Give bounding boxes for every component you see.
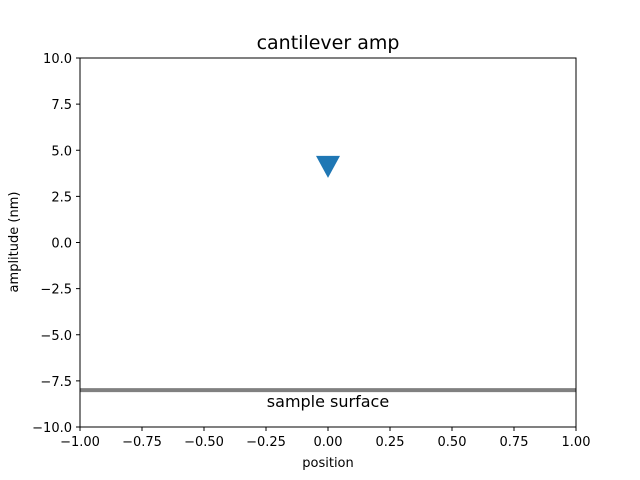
x-tick-label-0: −1.00 <box>60 435 100 450</box>
x-tick-label-1: −0.75 <box>122 435 162 450</box>
y-tick-label-4: 0.0 <box>51 237 72 252</box>
x-tick-label-2: −0.50 <box>184 435 224 450</box>
x-tick-label-6: 0.50 <box>438 435 467 450</box>
y-tick-label-3: −2.5 <box>40 283 72 298</box>
chart-title: cantilever amp <box>257 32 400 54</box>
y-tick-label-2: −5.0 <box>40 329 72 344</box>
y-axis-label: amplitude (nm) <box>7 192 22 293</box>
x-tick-label-4: 0.00 <box>314 435 343 450</box>
data-point-0-0 <box>316 155 340 178</box>
x-axis-label: position <box>302 456 354 471</box>
y-tick-label-1: −7.5 <box>40 375 72 390</box>
y-tick-label-0: −10.0 <box>32 421 72 436</box>
x-tick-label-7: 0.75 <box>500 435 529 450</box>
x-tick-label-5: 0.25 <box>376 435 405 450</box>
y-tick-label-6: 5.0 <box>51 144 72 159</box>
y-tick-label-8: 10.0 <box>43 52 72 67</box>
x-tick-label-3: −0.25 <box>246 435 286 450</box>
x-tick-label-8: 1.00 <box>562 435 591 450</box>
plot-area: sample surface −1.00 −0.75 −0.50 −0.25 0.00 0.… <box>32 52 590 450</box>
y-tick-label-5: 2.5 <box>51 190 72 205</box>
y-tick-label-7: 7.5 <box>51 98 72 113</box>
annotation-0: sample surface <box>267 392 389 411</box>
